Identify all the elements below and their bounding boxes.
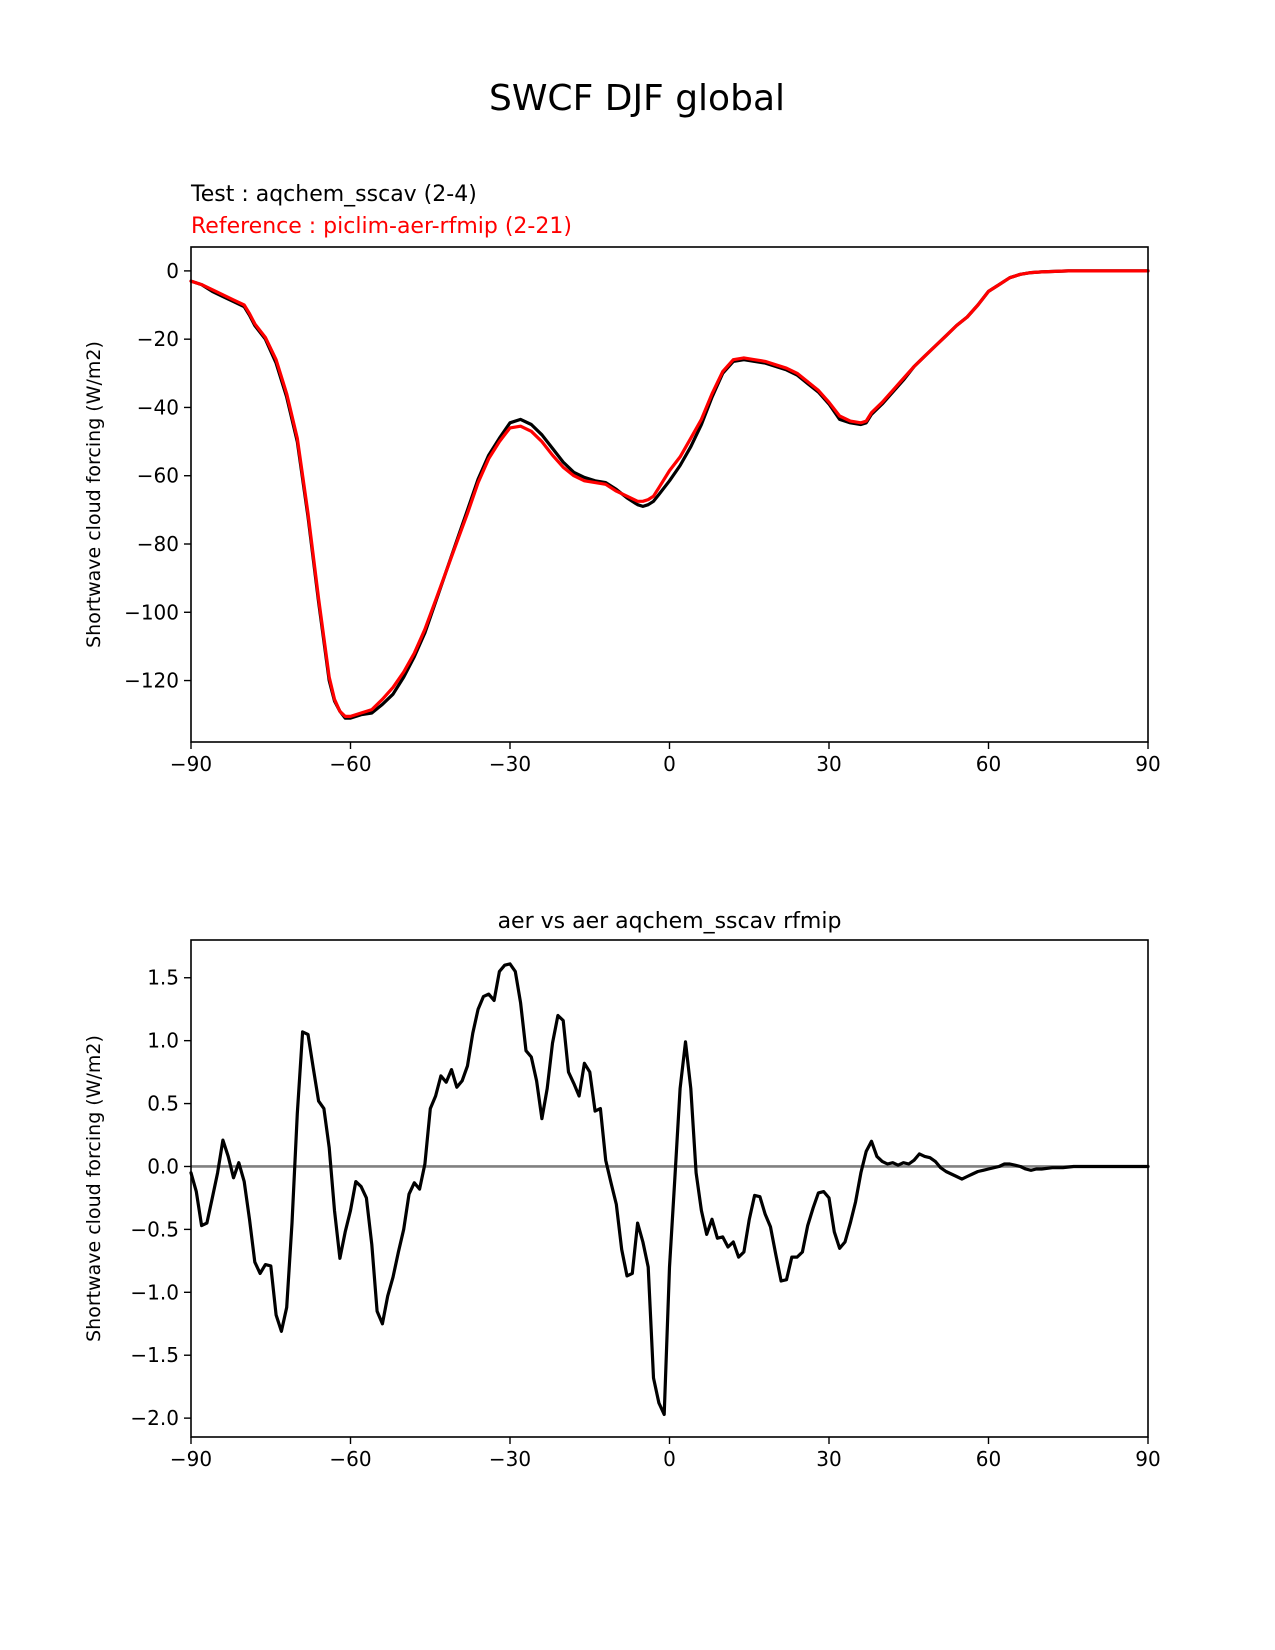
x-tick-label: 0 — [663, 1447, 676, 1471]
y-tick-label: −60 — [137, 464, 179, 488]
x-tick-label: 90 — [1135, 1447, 1160, 1471]
y-tick-label: −40 — [137, 395, 179, 419]
x-tick-label: −90 — [170, 1447, 212, 1471]
y-tick-label: 0.5 — [147, 1092, 179, 1116]
test-series-line — [189, 269, 1150, 720]
reference-series-line — [189, 269, 1150, 719]
y-tick-label: −1.5 — [130, 1343, 179, 1367]
difference-series-line — [189, 962, 1150, 1417]
reference-label: Reference : piclim-aer-rfmip (2-21) — [191, 214, 572, 239]
top-panel: −90 −60 −30 0 30 60 90 0 −20 −40 −60 −80 −100 −120 Sho… — [83, 182, 1161, 776]
y-tick-label: 1.5 — [147, 966, 179, 990]
y-axis-label: Shortwave cloud forcing (W/m2) — [83, 1035, 105, 1342]
y-tick-label: −2.0 — [130, 1406, 179, 1430]
x-tick-label: 30 — [816, 1447, 841, 1471]
bottom-panel: −90 −60 −30 0 30 60 90 1.5 1.0 0.5 0.0 −0.5 −1.0 −1.5… — [83, 909, 1161, 1471]
y-tick-label: 1.0 — [147, 1029, 179, 1053]
x-tick-label: −30 — [489, 752, 531, 776]
y-tick-label: 0 — [166, 259, 179, 283]
x-tick-label: −30 — [489, 1447, 531, 1471]
x-tick-label: 30 — [816, 752, 841, 776]
x-tick-label: −60 — [329, 1447, 371, 1471]
axes-frame — [190, 246, 1149, 743]
axes-frame — [190, 939, 1149, 1438]
y-tick-label: 0.0 — [147, 1154, 179, 1178]
x-tick-label: 0 — [663, 752, 676, 776]
x-tick-label: −90 — [170, 752, 212, 776]
figure-title: SWCF DJF global — [489, 78, 785, 119]
y-tick-label: −100 — [124, 600, 179, 624]
y-tick-label: −20 — [137, 327, 179, 351]
x-tick-label: 60 — [976, 1447, 1001, 1471]
test-label: Test : aqchem_sscav (2-4) — [190, 182, 477, 207]
y-tick-label: −1.0 — [130, 1280, 179, 1304]
panel-title: aer vs aer aqchem_sscav rfmip — [498, 909, 842, 934]
y-axis-label: Shortwave cloud forcing (W/m2) — [83, 341, 105, 648]
y-tick-label: −120 — [124, 669, 179, 693]
x-tick-label: 60 — [976, 752, 1001, 776]
y-tick-label: −0.5 — [130, 1217, 179, 1241]
x-tick-label: −60 — [329, 752, 371, 776]
x-tick-label: 90 — [1135, 752, 1160, 776]
y-tick-label: −80 — [137, 532, 179, 556]
